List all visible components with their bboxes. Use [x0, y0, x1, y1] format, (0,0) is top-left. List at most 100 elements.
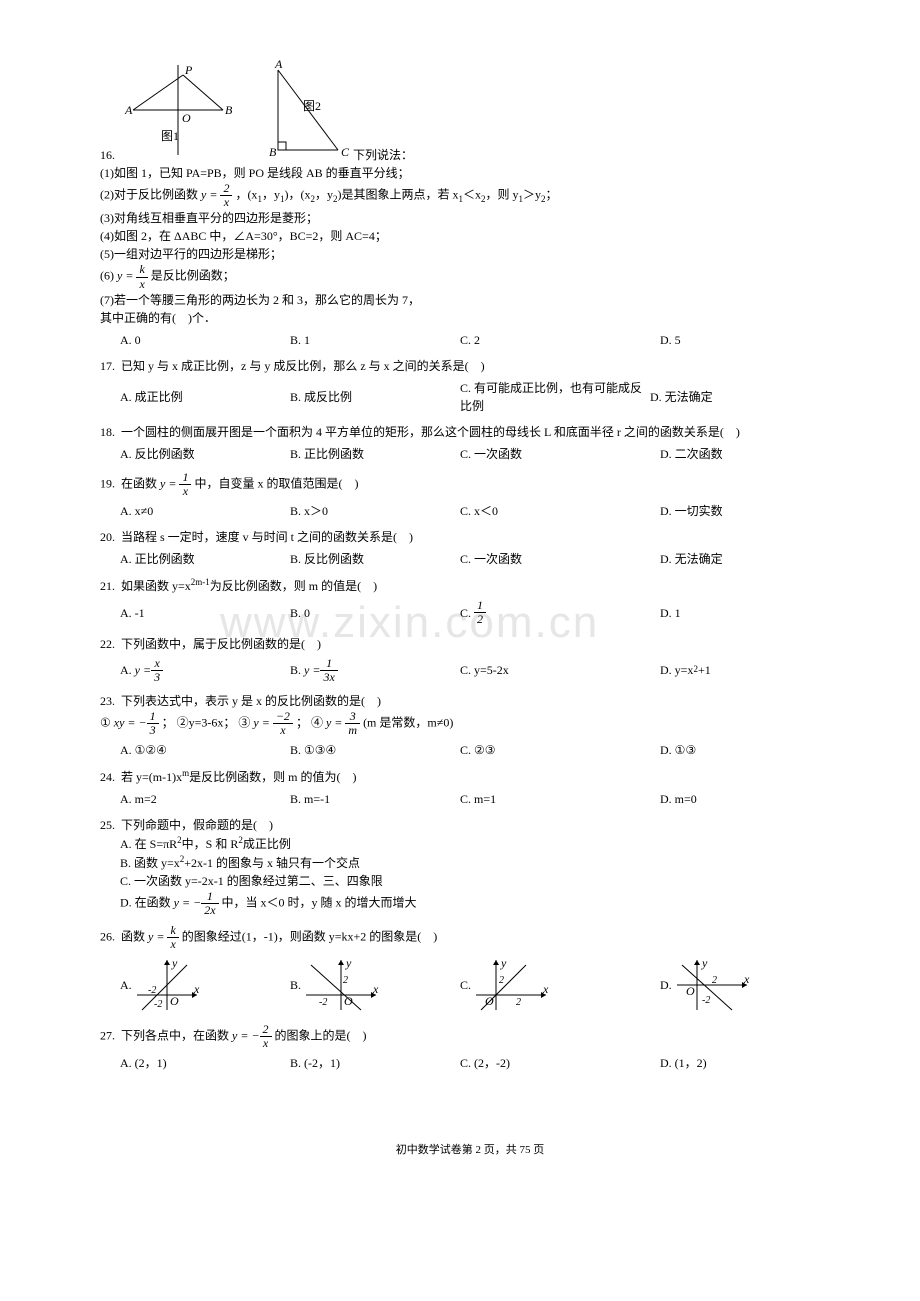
q16-s7: (7)若一个等腰三角形的两边长为 2 和 3，那么它的周长为 7， [100, 291, 840, 309]
q18-options: A. 反比例函数 B. 正比例函数 C. 一次函数 D. 二次函数 [100, 445, 840, 463]
q24-A: A. m=2 [120, 790, 290, 808]
q16-s4: (4)如图 2，在 ΔABC 中，∠A=30°，BC=2，则 AC=4； [100, 227, 840, 245]
q18-A: A. 反比例函数 [120, 445, 290, 463]
q16-s6: (6) y = kx 是反比例函数； [100, 263, 840, 290]
figure-2: A B C 图2 [263, 60, 353, 160]
q21-D: D. 1 [660, 599, 800, 626]
q26-graph-c: y x 2 2 O [471, 955, 551, 1015]
q16-s8: 其中正确的有( )个． [100, 309, 840, 327]
q27-A: A. (2，1) [120, 1054, 290, 1072]
svg-text:y: y [171, 956, 178, 970]
q17-B: B. 成反比例 [290, 388, 460, 406]
q17-stem: 17. 已知 y 与 x 成正比例，z 与 y 成反比例，那么 z 与 x 之间… [100, 357, 840, 375]
q16-D: D. 5 [660, 331, 800, 349]
q16-options: A. 0 B. 1 C. 2 D. 5 [100, 331, 840, 349]
q19-options: A. x≠0 B. x＞0 C. x＜0 D. 一切实数 [100, 502, 840, 520]
q17-D: D. 无法确定 [650, 388, 790, 406]
svg-text:y: y [701, 956, 708, 970]
q18-D: D. 二次函数 [660, 445, 800, 463]
q17-options: A. 成正比例 B. 成反比例 C. 有可能成正比例，也有可能成反比例 D. 无… [100, 379, 840, 415]
q16-A: A. 0 [120, 331, 290, 349]
svg-text:2: 2 [343, 975, 348, 986]
svg-text:-2: -2 [148, 985, 156, 996]
q16-tail: 下列说法： [353, 146, 413, 164]
svg-text:2: 2 [499, 975, 504, 986]
q22-C: C. y=5-2x [460, 657, 660, 684]
q27-D: D. (1，2) [660, 1054, 800, 1072]
q26-B: B. yx 2 -2 O [290, 955, 460, 1015]
q17-A: A. 成正比例 [120, 388, 290, 406]
q25-A: A. 在 S=πR2中，S 和 R2成正比例 [120, 834, 840, 853]
svg-text:B: B [269, 145, 277, 159]
svg-text:B: B [225, 103, 233, 117]
q22-stem: 22. 下列函数中，属于反比例函数的是( ) [100, 635, 840, 653]
svg-text:-2: -2 [154, 999, 162, 1010]
q22-options: A. y = x3 B. y = 13x C. y=5-2x D. y=x2+1 [100, 657, 840, 684]
svg-text:P: P [184, 63, 193, 77]
q23-D: D. ①③ [660, 741, 720, 759]
q20-C: C. 一次函数 [460, 550, 660, 568]
svg-text:O: O [686, 984, 695, 998]
q25-B: B. 函数 y=x2+2x-1 的图象与 x 轴只有一个交点 [120, 853, 840, 872]
q27-B: B. (-2，1) [290, 1054, 460, 1072]
q18-C: C. 一次函数 [460, 445, 660, 463]
q19-A: A. x≠0 [120, 502, 290, 520]
q26-C: C. yx 2 2 O [460, 955, 660, 1015]
svg-text:x: x [193, 982, 200, 996]
q23-stem: 23. 下列表达式中，表示 y 是 x 的反比例函数的是( ) [100, 692, 840, 710]
q18-stem: 18. 一个圆柱的侧面展开图是一个面积为 4 平方单位的矩形，那么这个圆柱的母线… [100, 423, 840, 441]
q19-C: C. x＜0 [460, 502, 660, 520]
q20-options: A. 正比例函数 B. 反比例函数 C. 一次函数 D. 无法确定 [100, 550, 840, 568]
svg-text:A: A [274, 60, 283, 71]
q25-C: C. 一次函数 y=-2x-1 的图象经过第二、三、四象限 [120, 872, 840, 890]
q22-D: D. y=x2+1 [660, 657, 800, 684]
svg-text:x: x [743, 972, 750, 986]
svg-text:图2: 图2 [303, 99, 321, 113]
q24-D: D. m=0 [660, 790, 800, 808]
svg-text:y: y [500, 956, 507, 970]
q20-A: A. 正比例函数 [120, 550, 290, 568]
q16-s5: (5)一组对边平行的四边形是梯形； [100, 245, 840, 263]
svg-text:2: 2 [516, 997, 521, 1008]
q26-graph-b: yx 2 -2 O [301, 955, 381, 1015]
svg-text:A: A [124, 103, 133, 117]
svg-text:x: x [542, 982, 549, 996]
q16-num: 16. [100, 146, 115, 164]
q26-stem: 26. 函数 y = kx 的图象经过(1，-1)，则函数 y=kx+2 的图象… [100, 924, 840, 951]
q16-C: C. 2 [460, 331, 660, 349]
q22-B: B. y = 13x [290, 657, 460, 684]
q27-C: C. (2，-2) [460, 1054, 660, 1072]
q23-B: B. ①③④ [290, 741, 460, 759]
q19-stem: 19. 在函数 y = 1x 中，自变量 x 的取值范围是( ) [100, 471, 840, 498]
q20-B: B. 反比例函数 [290, 550, 460, 568]
q16-B: B. 1 [290, 331, 460, 349]
q19-B: B. x＞0 [290, 502, 460, 520]
svg-text:O: O [170, 994, 179, 1008]
svg-text:-2: -2 [319, 997, 327, 1008]
q25-D: D. 在函数 y = −12x 中，当 x＜0 时，y 随 x 的增大而增大 [120, 890, 840, 917]
q18-B: B. 正比例函数 [290, 445, 460, 463]
q24-options: A. m=2 B. m=-1 C. m=1 D. m=0 [100, 790, 840, 808]
svg-text:O: O [182, 111, 191, 125]
q21-A: A. -1 [120, 599, 290, 626]
q17-C: C. 有可能成正比例，也有可能成反比例 [460, 379, 650, 415]
svg-text:图1: 图1 [161, 129, 179, 143]
svg-text:x: x [372, 982, 379, 996]
svg-text:-2: -2 [702, 995, 710, 1006]
q23-options: A. ①②④ B. ①③④ C. ②③ D. ①③ [100, 741, 840, 759]
q26-graph-d: y x 2 -2 O [672, 955, 752, 1015]
q20-stem: 20. 当路程 s 一定时，速度 v 与时间 t 之间的函数关系是( ) [100, 528, 840, 546]
page-footer: 初中数学试卷第 2 页，共 75 页 [100, 1142, 840, 1159]
svg-text:O: O [485, 994, 494, 1008]
q16-s1: (1)如图 1，已知 PA=PB，则 PO 是线段 AB 的垂直平分线； [100, 164, 840, 182]
q21-options: A. -1 B. 0 C. 12 D. 1 [100, 599, 840, 626]
q25-stem: 25. 下列命题中，假命题的是( ) [100, 816, 840, 834]
svg-text:2: 2 [712, 975, 717, 986]
q27-stem: 27. 下列各点中，在函数 y = −2x 的图象上的是( ) [100, 1023, 840, 1050]
q23-C: C. ②③ [460, 741, 660, 759]
q23-list: ① xy = −13 ； ②y=3-6x； ③ y = −2x ； ④ y = … [100, 710, 840, 737]
q27-options: A. (2，1) B. (-2，1) C. (2，-2) D. (1，2) [100, 1054, 840, 1072]
q16-s3: (3)对角线互相垂直平分的四边形是菱形； [100, 209, 840, 227]
q24-stem: 24. 若 y=(m-1)xm是反比例函数，则 m 的值为( ) [100, 767, 840, 786]
q26-D: D. yx 2 -2 O [660, 955, 800, 1015]
